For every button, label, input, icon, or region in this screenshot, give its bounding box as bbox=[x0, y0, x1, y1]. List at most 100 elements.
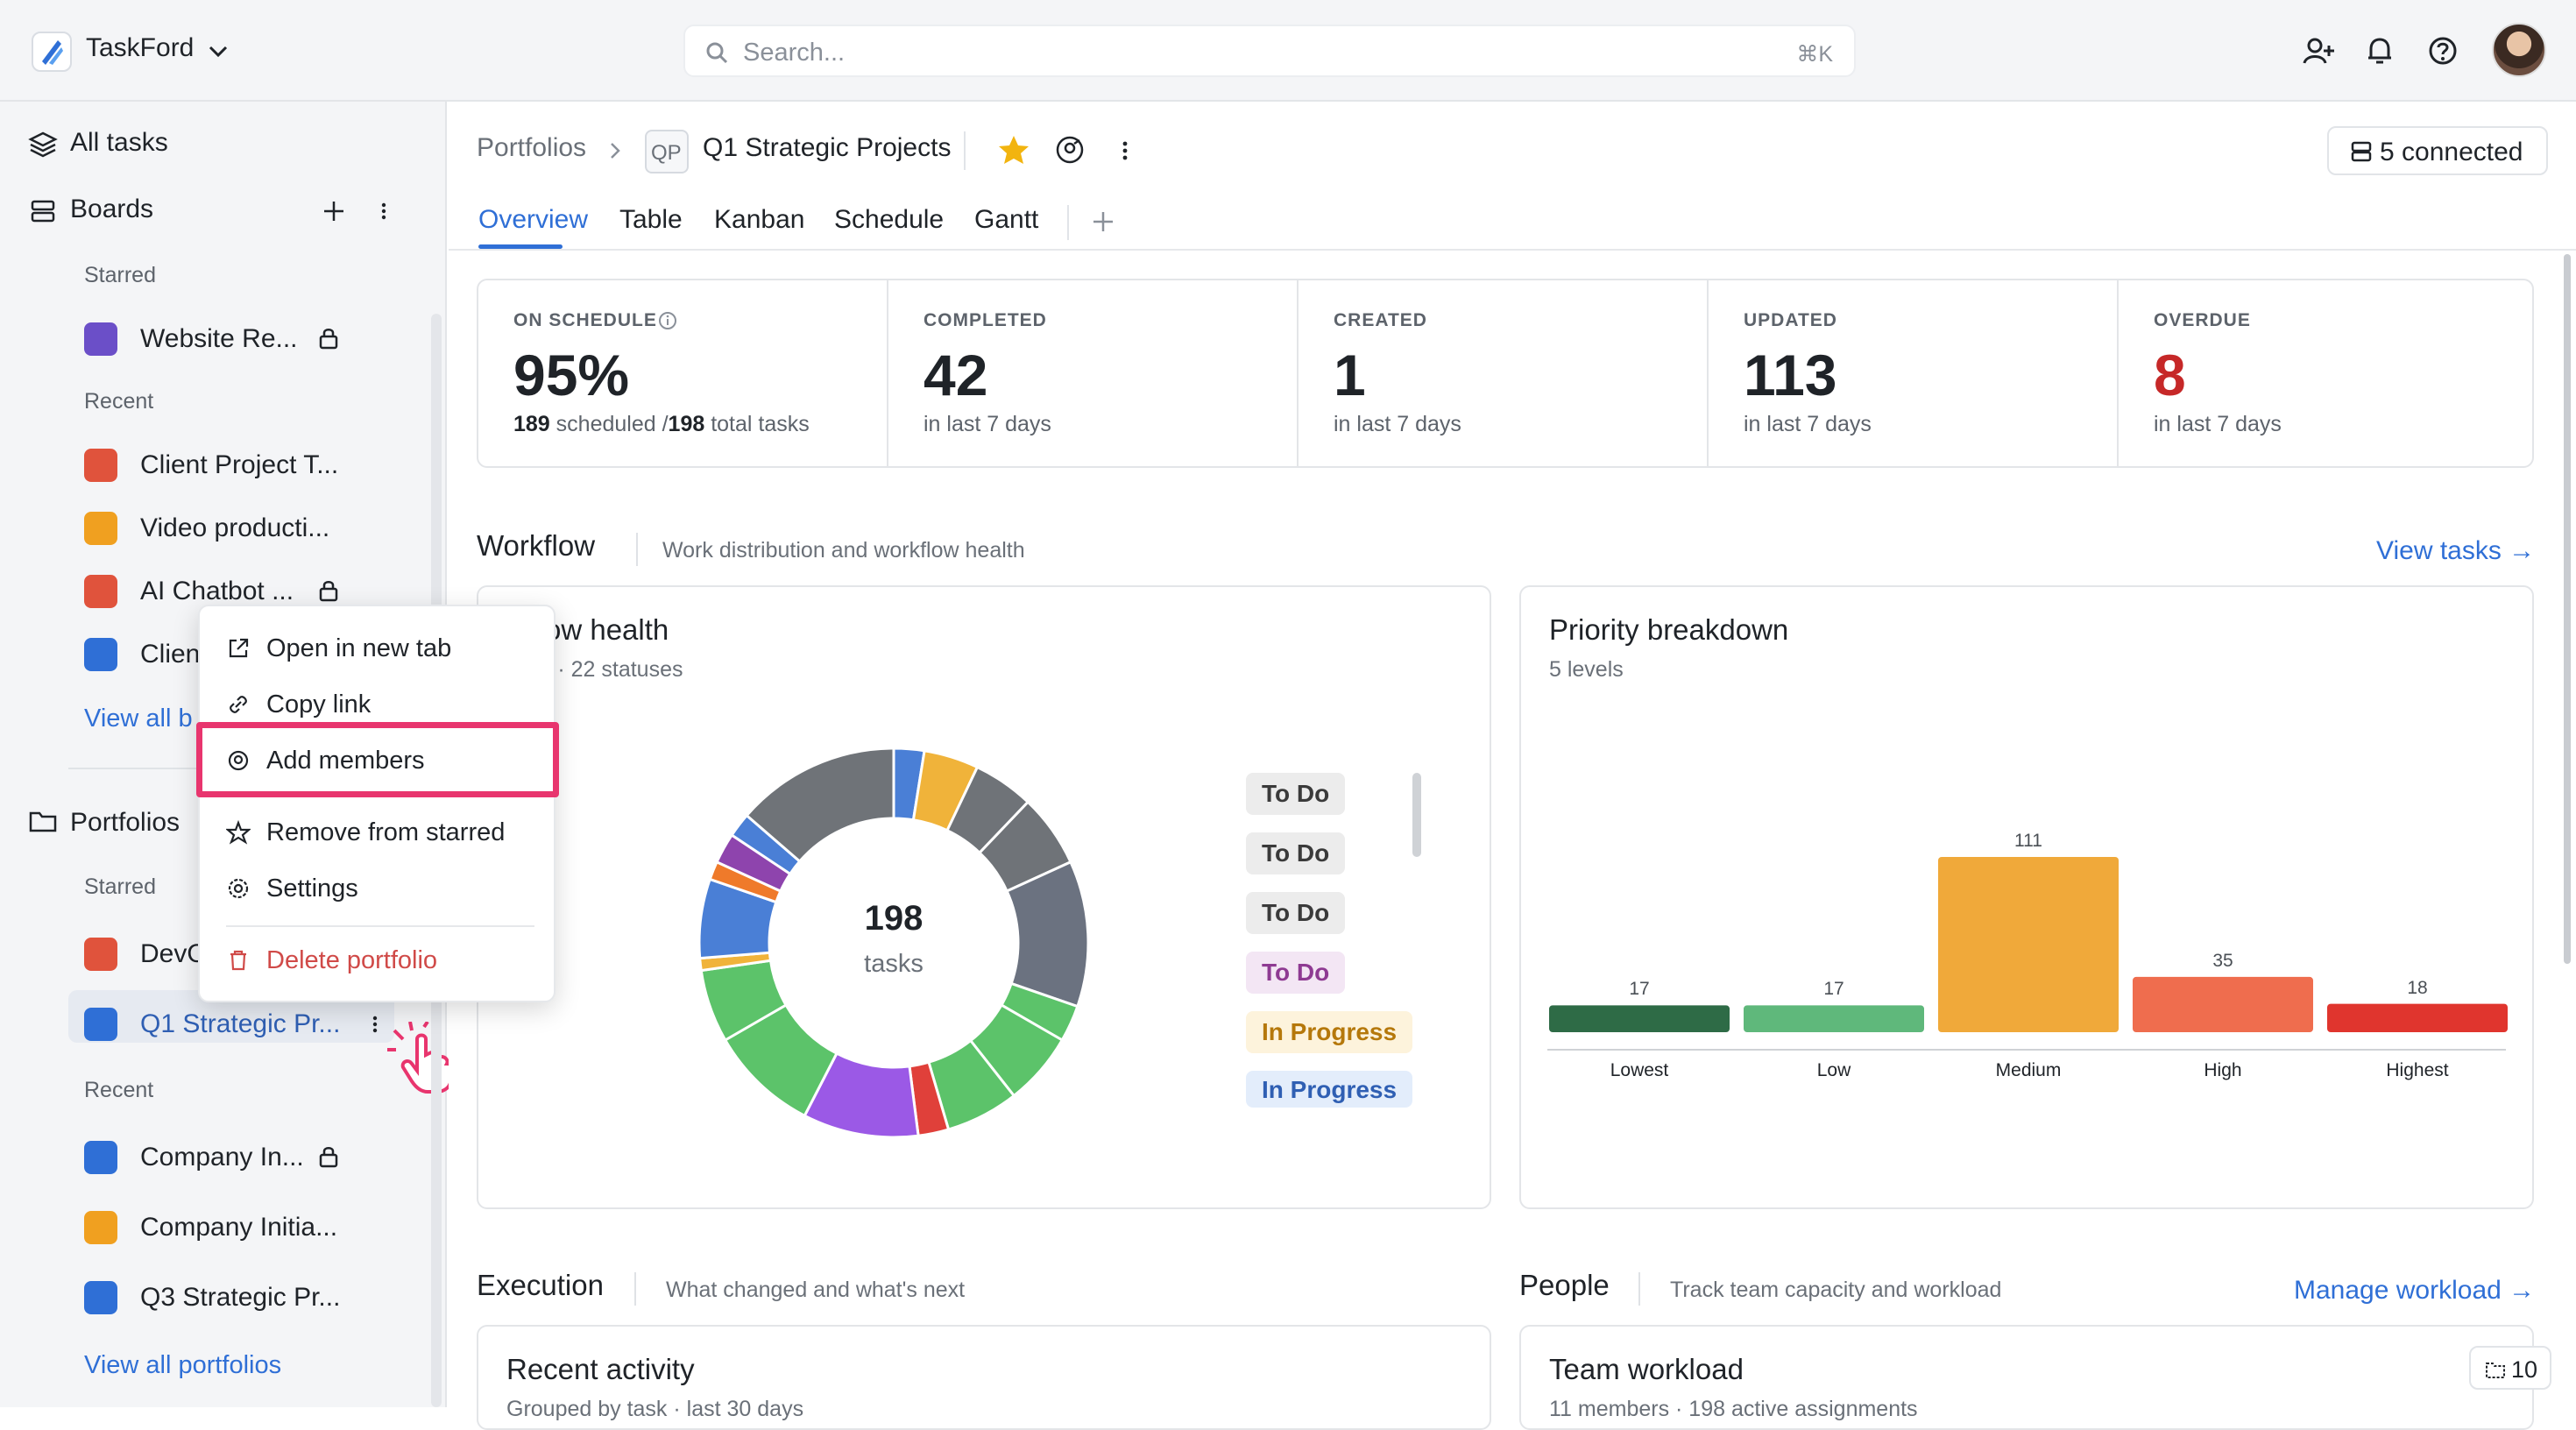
count-chip[interactable]: 10 bbox=[2469, 1346, 2551, 1390]
plus-icon[interactable] bbox=[321, 198, 347, 224]
recent-activity-panel: Recent activity Grouped by task · last 3… bbox=[477, 1325, 1491, 1430]
members-icon[interactable] bbox=[1053, 133, 1086, 166]
manage-workload-link[interactable]: Manage workload → bbox=[2294, 1276, 2536, 1305]
sidebar-item-portfolio[interactable]: DevO bbox=[140, 939, 208, 968]
chevron-down-icon[interactable] bbox=[207, 42, 230, 60]
menu-item-settings[interactable]: Settings bbox=[266, 874, 358, 903]
sidebar-item-board[interactable]: Clien bbox=[140, 640, 201, 669]
panel-title: Team workload bbox=[1549, 1353, 1744, 1385]
bar-category-label: Lowest bbox=[1610, 1060, 1669, 1080]
search-input[interactable]: Search... ⌘K bbox=[683, 25, 1856, 77]
star-icon[interactable] bbox=[997, 133, 1030, 166]
sidebar-item-boards[interactable]: Boards bbox=[70, 195, 154, 223]
more-vertical-icon[interactable] bbox=[1116, 137, 1134, 165]
count-value: 10 bbox=[2511, 1356, 2538, 1383]
sidebar-section-recent: Recent bbox=[84, 389, 154, 414]
bar-medium[interactable] bbox=[1938, 857, 2119, 1032]
sidebar-item-board[interactable]: Video producti... bbox=[140, 513, 330, 542]
stat-label: ON SCHEDULE bbox=[513, 310, 657, 330]
stat-sub: in last 7 days bbox=[1334, 412, 1461, 436]
tab-gantt[interactable]: Gantt bbox=[974, 205, 1039, 234]
sidebar-item-portfolio[interactable]: Q1 Strategic Pr... bbox=[140, 1009, 341, 1038]
add-members-icon bbox=[228, 750, 249, 771]
sidebar-item-board[interactable]: AI Chatbot ... bbox=[140, 577, 294, 605]
menu-item-copy-link[interactable]: Copy link bbox=[266, 690, 372, 719]
tab-kanban[interactable]: Kanban bbox=[714, 205, 805, 234]
bar-value-label: 17 bbox=[1823, 979, 1844, 1000]
donut-segment-17[interactable] bbox=[745, 747, 895, 864]
folder-icon bbox=[29, 811, 57, 832]
menu-item-add-members[interactable]: Add members bbox=[266, 747, 425, 775]
link-icon bbox=[230, 696, 247, 713]
sidebar-item-all-tasks[interactable]: All tasks bbox=[70, 128, 168, 157]
sidebar-item-portfolio[interactable]: Company In... bbox=[140, 1143, 304, 1172]
search-icon bbox=[706, 42, 728, 64]
lock-icon bbox=[319, 329, 338, 350]
section-subtitle: What changed and what's next bbox=[666, 1278, 966, 1302]
portfolio-icon bbox=[84, 1281, 117, 1314]
menu-item-remove-starred[interactable]: Remove from starred bbox=[266, 818, 506, 846]
stat-on-schedule: ON SCHEDULE 95% 189 scheduled /198 total… bbox=[478, 280, 888, 466]
tab-overview[interactable]: Overview bbox=[478, 205, 589, 234]
bar-category-label: Highest bbox=[2386, 1060, 2449, 1080]
menu-item-delete-portfolio[interactable]: Delete portfolio bbox=[266, 946, 438, 974]
tab-schedule[interactable]: Schedule bbox=[834, 205, 945, 234]
sidebar-item-portfolio[interactable]: Q3 Strategic Pr... bbox=[140, 1283, 341, 1312]
menu-item-open-new-tab[interactable]: Open in new tab bbox=[266, 634, 452, 662]
stat-label: UPDATED bbox=[1744, 310, 1837, 330]
bell-icon[interactable] bbox=[2362, 33, 2397, 68]
section-title-workflow: Workflow bbox=[477, 529, 596, 562]
app-name[interactable]: TaskFord bbox=[86, 33, 195, 62]
breadcrumb-root[interactable]: Portfolios bbox=[477, 133, 587, 162]
sidebar-section-recent: Recent bbox=[84, 1078, 154, 1102]
bar-value-label: 35 bbox=[2212, 950, 2233, 971]
status-pill[interactable]: In Progress bbox=[1246, 1011, 1413, 1053]
logo-icon bbox=[42, 40, 63, 65]
stat-completed: COMPLETED 42 in last 7 days bbox=[888, 280, 1299, 466]
stat-value: 8 bbox=[2154, 343, 2186, 407]
stat-label: CREATED bbox=[1334, 310, 1427, 330]
status-pill[interactable]: To Do bbox=[1246, 832, 1346, 874]
bar-lowest[interactable] bbox=[1549, 1005, 1730, 1032]
sidebar-item-board[interactable]: Client Project T... bbox=[140, 450, 339, 479]
sidebar-item-portfolios[interactable]: Portfolios bbox=[70, 808, 180, 837]
add-tab-icon[interactable] bbox=[1090, 209, 1116, 235]
portfolio-icon bbox=[84, 1008, 117, 1041]
status-list-scrollbar[interactable] bbox=[1412, 773, 1421, 857]
page-title: Q1 Strategic Projects bbox=[703, 133, 952, 162]
tab-table[interactable]: Table bbox=[619, 205, 683, 234]
top-bar: TaskFord Search... ⌘K bbox=[0, 0, 2576, 102]
status-pill[interactable]: To Do bbox=[1246, 773, 1346, 815]
bar-high[interactable] bbox=[2133, 976, 2313, 1032]
bar-category-label: High bbox=[2204, 1060, 2242, 1080]
status-pill[interactable]: In Progress bbox=[1246, 1071, 1413, 1108]
view-all-portfolios-link[interactable]: View all portfolios bbox=[84, 1351, 282, 1379]
bar-value-label: 18 bbox=[2407, 977, 2428, 998]
app-logo[interactable] bbox=[32, 32, 72, 72]
status-pill[interactable]: To Do bbox=[1246, 892, 1346, 934]
board-icon bbox=[84, 638, 117, 671]
stat-sub: in last 7 days bbox=[2154, 412, 2282, 436]
view-tasks-link[interactable]: View tasks → bbox=[2376, 536, 2536, 565]
more-vertical-icon[interactable] bbox=[375, 198, 393, 224]
connected-button[interactable]: 5 connected bbox=[2327, 126, 2548, 175]
search-shortcut: ⌘K bbox=[1796, 42, 1833, 67]
bar-highest[interactable] bbox=[2327, 1003, 2508, 1032]
sidebar-item-portfolio[interactable]: Company Initia... bbox=[140, 1213, 338, 1242]
help-icon[interactable] bbox=[2425, 33, 2460, 68]
view-all-boards-link[interactable]: View all b bbox=[84, 704, 193, 733]
menu-item-highlight bbox=[196, 722, 559, 797]
sidebar-item-board[interactable]: Website Re... bbox=[140, 324, 298, 353]
info-icon[interactable] bbox=[657, 310, 678, 331]
bar-low[interactable] bbox=[1744, 1005, 1924, 1032]
panel-subtitle: Grouped by task · last 30 days bbox=[506, 1397, 804, 1421]
main-scrollbar[interactable] bbox=[2564, 254, 2571, 964]
panel-title: Recent activity bbox=[506, 1353, 695, 1385]
portfolio-badge: QP bbox=[645, 130, 689, 173]
status-pill[interactable]: To Do bbox=[1246, 952, 1346, 994]
stats-card: ON SCHEDULE 95% 189 scheduled /198 total… bbox=[477, 279, 2534, 468]
add-user-icon[interactable] bbox=[2301, 33, 2336, 68]
more-vertical-icon[interactable] bbox=[366, 1011, 384, 1037]
avatar[interactable] bbox=[2492, 23, 2546, 77]
bar-category-label: Low bbox=[1816, 1060, 1851, 1080]
